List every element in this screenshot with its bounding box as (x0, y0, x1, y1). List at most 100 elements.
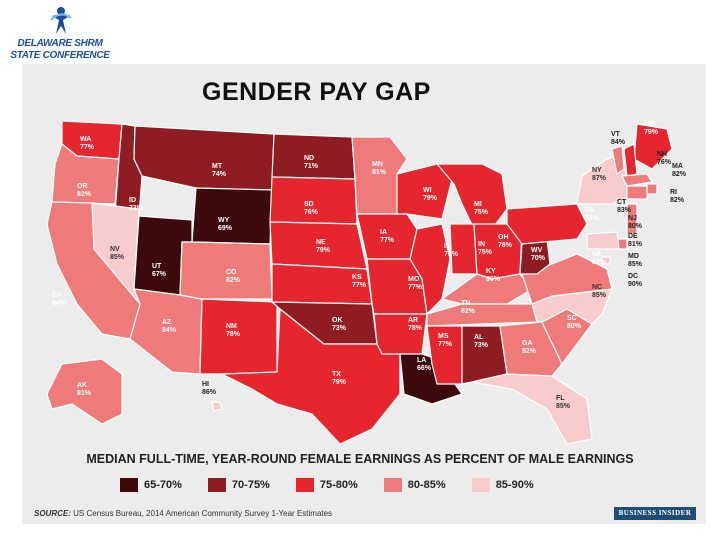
state-value: 76% (657, 159, 672, 166)
state-label: CA (52, 292, 62, 299)
logo-line-1: DELAWARE SHRM (17, 38, 103, 49)
legend-swatch (120, 478, 138, 492)
state-label: ID (129, 197, 136, 204)
legend: 65-70% 70-75% 75-80% 80-85% 85-90% (120, 477, 534, 493)
state-value: 77% (438, 341, 453, 348)
state-value: 69% (218, 225, 233, 232)
logo-line-2: STATE CONFERENCE (10, 50, 110, 61)
state-value: 82% (77, 191, 92, 198)
state-value: 82% (522, 348, 537, 355)
state-value: 77% (80, 144, 95, 151)
state-value: 79% (585, 215, 600, 222)
state-value: 80% (592, 259, 607, 266)
state-ri (646, 183, 658, 195)
legend-item: 75-80% (295, 478, 358, 492)
state-label: MA (672, 163, 683, 170)
state-value: 79% (644, 129, 659, 136)
state-dc (601, 256, 611, 265)
state-value: 70% (531, 255, 546, 262)
state-value: 77% (408, 284, 423, 291)
legend-swatch (471, 478, 490, 492)
state-label: TX (332, 371, 341, 378)
state-label: ND (304, 155, 314, 162)
state-value: 82% (226, 277, 241, 284)
state-label: WY (218, 217, 230, 224)
state-value: 79% (316, 247, 331, 254)
state-label: LA (417, 357, 426, 364)
legend-item: 80-85% (383, 478, 446, 492)
state-label: RI (670, 189, 677, 196)
state-label: GA (522, 340, 533, 347)
state-value: 76% (304, 209, 319, 216)
state-label: HI (202, 381, 209, 388)
state-label: DE (628, 233, 638, 240)
state-value: 82% (670, 197, 685, 204)
state-value: 80% (486, 276, 501, 283)
legend-label: 85-90% (495, 479, 534, 491)
infographic-title: GENDER PAY GAP (202, 78, 431, 106)
state-value: 86% (202, 389, 217, 396)
state-value: 78% (408, 325, 423, 332)
logo: DELAWARE SHRM STATE CONFERENCE (10, 6, 110, 62)
state-label: SC (567, 315, 577, 322)
state-value: 73% (129, 205, 144, 212)
state-la (399, 353, 463, 405)
state-label: WA (80, 136, 91, 143)
state-value: 85% (110, 254, 125, 261)
state-label: IN (478, 241, 485, 248)
state-label: NE (316, 239, 326, 246)
state-nh (623, 143, 638, 177)
state-label: AZ (162, 319, 172, 326)
state-value: 71% (304, 163, 319, 170)
state-il (409, 223, 451, 315)
legend-swatch (207, 478, 226, 492)
state-value: 77% (380, 237, 395, 244)
state-label: MT (212, 163, 223, 170)
legend-item: 85-90% (471, 478, 534, 492)
state-hi (211, 401, 223, 412)
state-value: 79% (332, 379, 347, 386)
state-value: 78% (498, 242, 513, 249)
state-value: 82% (672, 171, 687, 178)
state-value: 85% (628, 261, 643, 268)
state-value: 84% (162, 327, 177, 334)
state-label: OK (332, 317, 343, 324)
state-md (586, 231, 620, 250)
state-tn (426, 303, 543, 327)
state-value: 79% (444, 251, 459, 258)
state-value: 85% (592, 292, 607, 299)
state-or (51, 143, 120, 205)
state-value: 81% (372, 169, 387, 176)
state-value: 81% (628, 241, 643, 248)
logo-figure-icon (50, 7, 72, 34)
state-value: 74% (212, 171, 227, 178)
state-label: KY (486, 268, 496, 275)
source-note: SOURCE: US Census Bureau, 2014 American … (34, 509, 332, 518)
state-ma (621, 173, 653, 187)
state-label: WV (531, 247, 543, 254)
state-label: OH (498, 234, 509, 241)
state-label: IA (380, 229, 387, 236)
state-label: AK (77, 382, 87, 389)
legend-swatch (383, 478, 402, 492)
state-label: VT (611, 131, 621, 138)
state-tx (221, 308, 401, 445)
state-label: SD (304, 201, 314, 208)
state-label: MO (408, 276, 420, 283)
state-value: 73% (474, 342, 489, 349)
state-label: NH (657, 151, 667, 158)
state-label: KS (352, 274, 362, 281)
state-label: CT (617, 199, 627, 206)
legend-item: 65-70% (120, 478, 182, 492)
state-label: FL (556, 395, 565, 402)
state-vt (611, 145, 625, 175)
state-label: NJ (628, 215, 637, 222)
state-value: 84% (52, 300, 67, 307)
state-label: VA (592, 251, 601, 258)
state-label: WI (423, 187, 432, 194)
state-value: 80% (567, 323, 582, 330)
state-label: ME (644, 121, 655, 128)
state-value: 84% (611, 139, 626, 146)
state-value: 67% (152, 271, 167, 278)
state-label: AL (474, 334, 484, 341)
